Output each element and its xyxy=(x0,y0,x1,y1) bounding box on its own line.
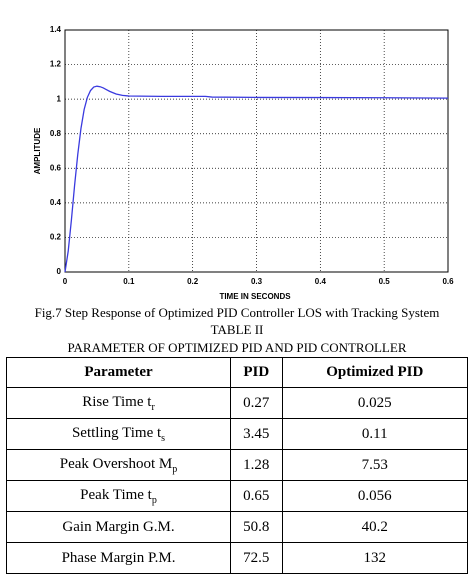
value-cell: 0.27 xyxy=(230,387,283,419)
y-tick-label: 1.4 xyxy=(50,25,62,34)
y-tick-label: 0.2 xyxy=(50,233,62,242)
parameter-name: Rise Time t xyxy=(82,393,152,410)
parameter-subscript: p xyxy=(151,494,157,506)
value-cell: 0.65 xyxy=(230,480,283,512)
value-cell: 0.11 xyxy=(281,418,469,450)
value-cell: 40.2 xyxy=(281,511,469,543)
parameter-name: Phase Margin P.M. xyxy=(61,549,176,566)
value-cell: 7.53 xyxy=(281,449,469,481)
header-cell: Parameter xyxy=(5,357,232,388)
header-cell: PID xyxy=(230,357,283,388)
parameter-cell: Peak Overshoot Mp xyxy=(5,449,232,481)
x-tick-label: 0.1 xyxy=(123,277,135,286)
parameter-name: Gain Margin G.M. xyxy=(62,518,175,535)
parameter-name: Peak Time t xyxy=(80,486,152,503)
x-tick-label: 0.5 xyxy=(379,277,391,286)
table-row: Settling Time ts 3.45 0.11 xyxy=(5,418,469,450)
y-tick-label: 1 xyxy=(57,94,62,103)
parameter-table: Parameter PID Optimized PID Rise Time tr 0.2… xyxy=(5,357,469,574)
header-cell: Optimized PID xyxy=(281,357,469,388)
y-tick-label: 0.6 xyxy=(50,163,62,172)
parameter-cell: Phase Margin P.M. xyxy=(5,542,232,574)
x-tick-label: 0.3 xyxy=(251,277,263,286)
value-cell: 0.025 xyxy=(281,387,469,419)
y-tick-label: 0.4 xyxy=(50,198,62,207)
table-row: Rise Time tr 0.27 0.025 xyxy=(5,387,469,419)
plot-frame xyxy=(64,29,449,273)
x-tick-label: 0.2 xyxy=(187,277,199,286)
x-tick-label: 0 xyxy=(63,277,68,286)
table-row: Phase Margin P.M. 72.5 132 xyxy=(5,542,469,574)
table-row: Gain Margin G.M. 50.8 40.2 xyxy=(5,511,469,543)
parameter-cell: Gain Margin G.M. xyxy=(5,511,232,543)
table-row: Peak Time tp 0.65 0.056 xyxy=(5,480,469,512)
parameter-name: Peak Overshoot M xyxy=(59,455,173,472)
y-tick-label: 0 xyxy=(57,267,62,276)
parameter-subscript: p xyxy=(172,463,178,475)
value-cell: 3.45 xyxy=(230,418,283,450)
response-line xyxy=(64,85,449,273)
parameter-cell: Peak Time tp xyxy=(5,480,232,512)
table-label: TABLE II xyxy=(210,322,264,337)
caption: Fig.7 Step Response of Optimized PID Con… xyxy=(34,305,440,320)
y-tick-label: 1.2 xyxy=(50,60,62,69)
parameter-cell: Settling Time ts xyxy=(5,418,232,450)
parameter-cell: Rise Time tr xyxy=(5,387,232,419)
x-axis-label: TIME IN SECONDS xyxy=(219,292,291,301)
value-cell: 50.8 xyxy=(230,511,283,543)
x-tick-label: 0.4 xyxy=(315,277,327,286)
page: {"chart_data": {"type": "line", "xlabel"… xyxy=(5,25,469,574)
value-cell: 0.056 xyxy=(281,480,469,512)
value-cell: 72.5 xyxy=(230,542,283,574)
parameter-subscript: r xyxy=(151,401,155,413)
parameter-name: Settling Time t xyxy=(71,424,162,441)
y-axis-label: AMPLITUDE xyxy=(33,127,42,174)
value-cell: 1.28 xyxy=(230,449,283,481)
parameter-subscript: s xyxy=(161,432,166,444)
table-row: Peak Overshoot Mp 1.28 7.53 xyxy=(5,449,469,481)
y-tick-label: 0.8 xyxy=(50,129,62,138)
x-tick-label: 0.6 xyxy=(442,277,454,286)
chart: TIME IN SECONDS AMPLITUDE 0 0.2 0.4 0.6 0.8 1… xyxy=(33,25,454,301)
value-cell: 132 xyxy=(281,542,469,574)
table-title: PARAMETER OF OPTIMIZED PID AND PID CONTR… xyxy=(67,340,407,355)
